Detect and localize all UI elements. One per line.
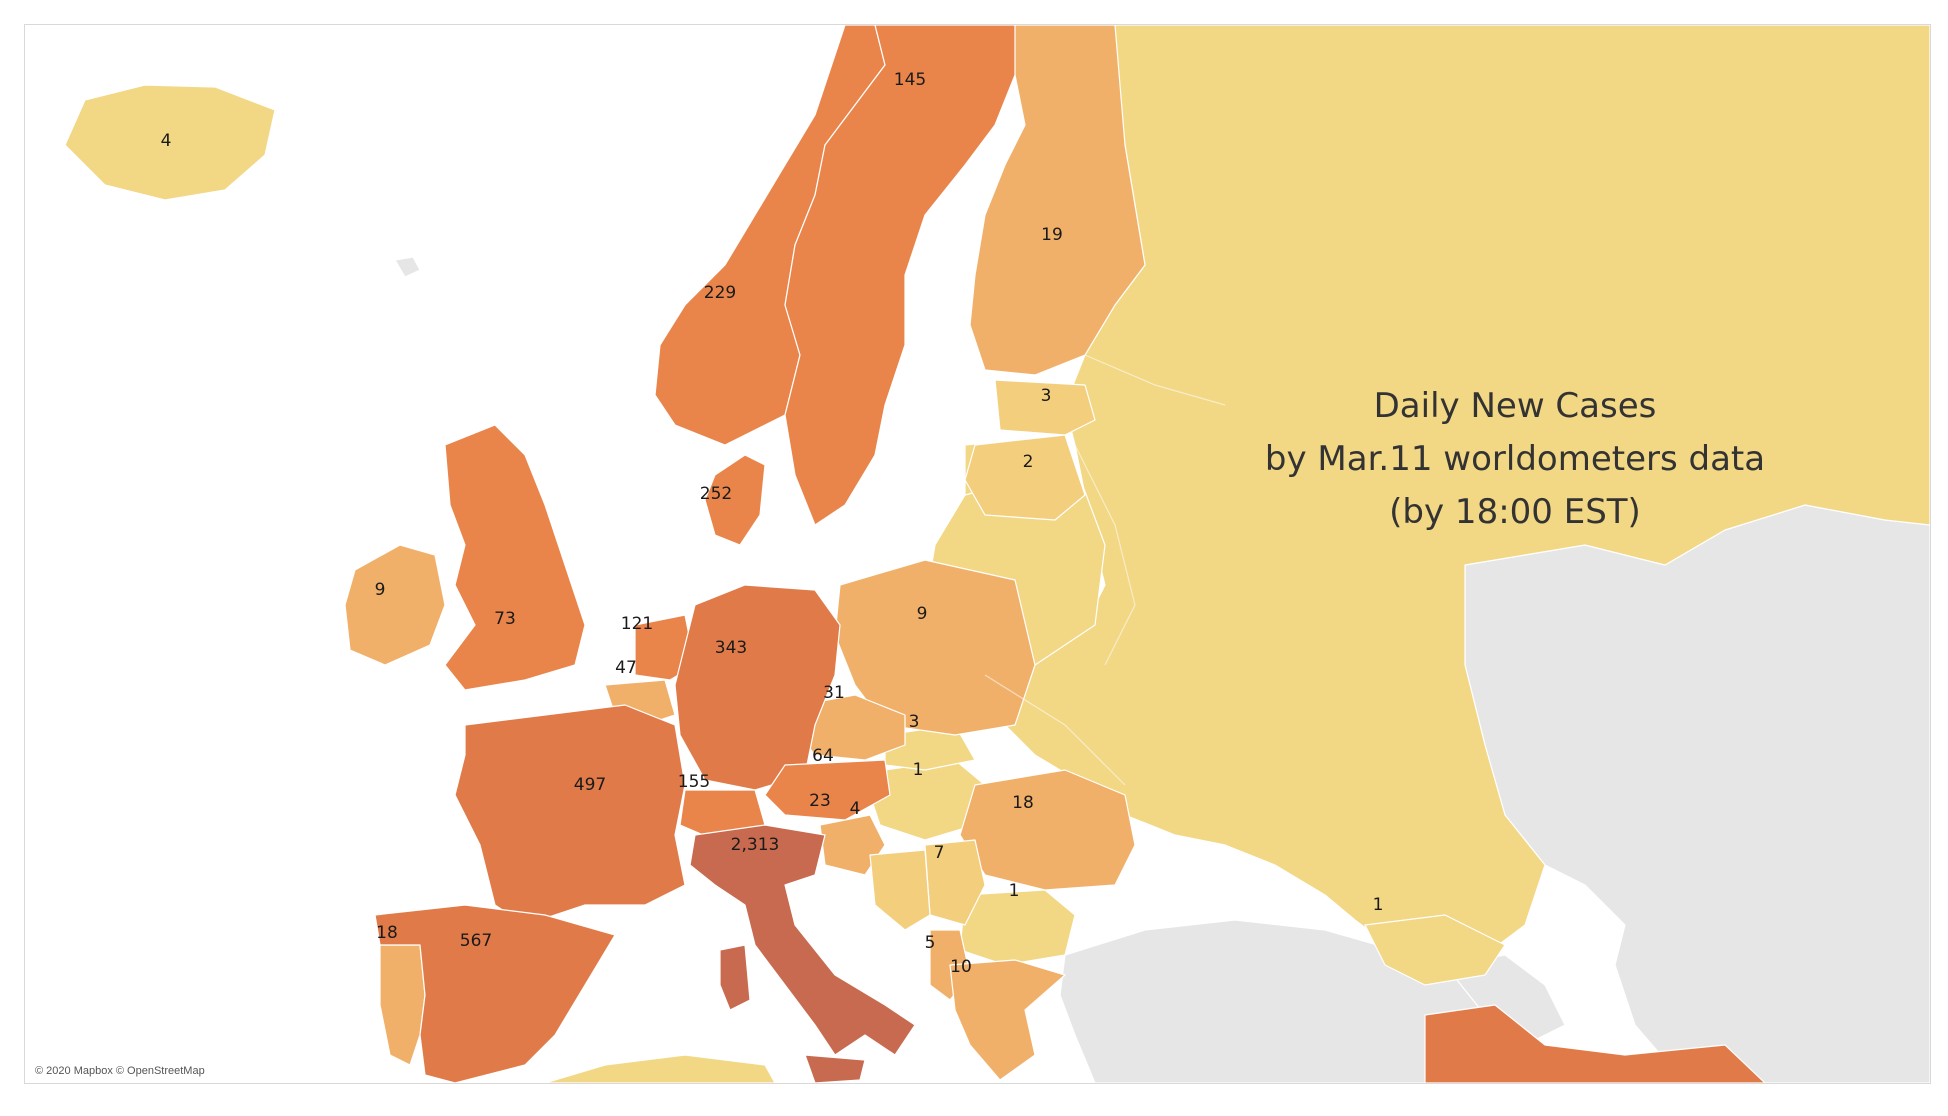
label-belgium: 47 <box>615 658 637 678</box>
high-value-regions <box>374 25 1766 1083</box>
label-finland: 19 <box>1041 225 1063 245</box>
country-borders <box>984 354 1226 786</box>
low-value-regions <box>64 25 1930 1083</box>
label-france: 497 <box>574 775 606 795</box>
map-title: Daily New Cases by Mar.11 worldometers d… <box>1175 380 1855 539</box>
romania-region <box>959 769 1136 891</box>
label-norway-north: 145 <box>894 70 926 90</box>
label-estonia: 3 <box>1041 386 1052 406</box>
label-denmark: 252 <box>700 484 732 504</box>
uk-region <box>444 424 586 691</box>
mid-value-regions <box>344 25 1146 1081</box>
label-latvia: 2 <box>1023 452 1034 472</box>
austria-region <box>764 759 891 821</box>
denmark-region <box>704 454 766 546</box>
ireland-region <box>344 544 446 666</box>
iceland-region <box>64 84 276 201</box>
label-spain: 567 <box>460 931 492 951</box>
label-romania: 18 <box>1012 793 1034 813</box>
label-serbia: 7 <box>934 843 945 863</box>
label-czech: 31 <box>823 683 845 703</box>
sicily-region <box>804 1054 866 1083</box>
label-italy: 2,313 <box>731 835 780 855</box>
title-line-1: Daily New Cases <box>1373 386 1657 426</box>
label-albania: 5 <box>925 933 936 953</box>
map-frame[interactable]: 4 145 19 229 3 2 252 9 73 121 343 9 47 3… <box>24 24 1931 1084</box>
top-value-regions <box>689 824 916 1083</box>
north-africa-region <box>544 1054 776 1083</box>
estonia-region <box>994 379 1096 436</box>
greece-region <box>949 959 1066 1081</box>
caucasus-region <box>1364 914 1506 986</box>
latvia-region <box>964 434 1086 521</box>
label-ireland: 9 <box>375 580 386 600</box>
label-norway: 229 <box>704 283 736 303</box>
label-greece: 10 <box>950 957 972 977</box>
sweden-region <box>784 25 1016 526</box>
map-attribution[interactable]: © 2020 Mapbox © OpenStreetMap <box>35 1065 205 1077</box>
label-bulgaria: 1 <box>1009 881 1020 901</box>
label-portugal: 18 <box>376 923 398 943</box>
title-line-2: by Mar.11 worldometers data <box>1264 439 1766 479</box>
label-austria: 64 <box>812 746 834 766</box>
choropleth-map[interactable]: 4 145 19 229 3 2 252 9 73 121 343 9 47 3… <box>25 25 1930 1083</box>
label-switzerland: 155 <box>678 772 710 792</box>
iran-region <box>1424 1004 1766 1083</box>
value-labels: 4 145 19 229 3 2 252 9 73 121 343 9 47 3… <box>161 70 1384 977</box>
label-hungary: 1 <box>913 760 924 780</box>
label-uk: 73 <box>494 609 516 629</box>
italy-region <box>689 824 916 1056</box>
greenland-tip <box>394 256 421 278</box>
france-region <box>454 704 686 926</box>
label-georgia: 1 <box>1373 895 1384 915</box>
balkans-west-region <box>869 849 931 931</box>
label-poland: 9 <box>917 604 928 624</box>
label-netherlands: 121 <box>621 614 653 634</box>
poland-region <box>834 559 1036 736</box>
label-iceland: 4 <box>161 131 172 151</box>
germany-region <box>674 584 841 791</box>
label-croatia: 4 <box>850 799 861 819</box>
spain-region <box>374 904 616 1083</box>
portugal-region <box>379 944 426 1066</box>
label-germany: 343 <box>715 638 747 658</box>
title-line-3: (by 18:00 EST) <box>1389 492 1641 532</box>
label-slovenia: 23 <box>809 791 831 811</box>
label-slovakia: 3 <box>909 712 920 732</box>
no-data-regions <box>394 256 1930 1083</box>
sardinia-region <box>719 944 751 1011</box>
finland-region <box>969 25 1146 376</box>
